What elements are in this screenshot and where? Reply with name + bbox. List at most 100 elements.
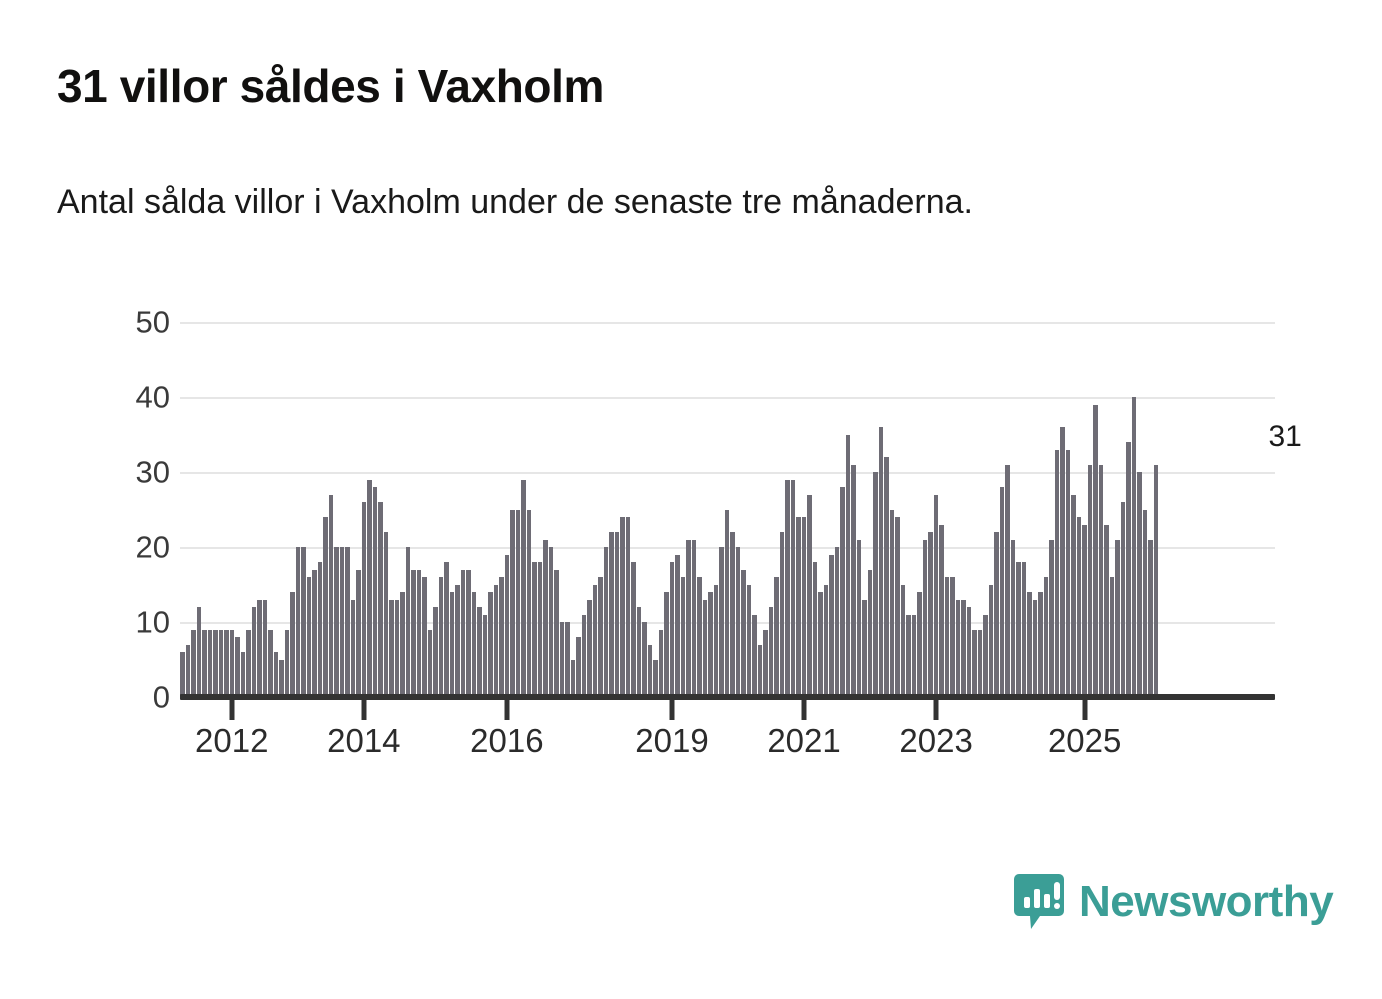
bar [295, 547, 301, 697]
bar [933, 494, 939, 697]
bar [972, 629, 977, 697]
bar [279, 659, 284, 697]
y-axis-tick-labels: 0 10 20 30 40 50 [100, 307, 170, 713]
bar [1071, 494, 1076, 697]
bar [1104, 524, 1109, 697]
bar [235, 637, 240, 697]
bar [988, 584, 994, 697]
bar [961, 599, 966, 697]
bar [906, 614, 911, 697]
bar [350, 599, 356, 697]
bar [229, 629, 235, 697]
bar [394, 599, 400, 697]
bar [1065, 449, 1071, 697]
bar [1087, 464, 1093, 697]
bar [515, 509, 521, 697]
bar [438, 577, 444, 697]
bar [581, 614, 587, 697]
bar [389, 599, 394, 697]
x-tick-label: 2014 [327, 722, 401, 759]
newsworthy-logo[interactable]: Newsworthy [1013, 872, 1334, 932]
bar [565, 622, 570, 697]
bar [592, 584, 598, 697]
y-tick-label: 0 [152, 679, 170, 715]
bar [801, 517, 807, 697]
chart-subtitle: Antal sålda villor i Vaxholm under de se… [57, 183, 973, 221]
bar [669, 562, 675, 697]
bar [757, 644, 763, 697]
bar [603, 547, 609, 697]
bar [510, 509, 515, 697]
bar [548, 547, 554, 697]
bar [433, 607, 438, 697]
bar [1142, 509, 1148, 697]
bar [213, 629, 218, 697]
bar [889, 509, 895, 697]
bar [301, 547, 306, 697]
bar [367, 479, 372, 697]
bar [796, 517, 801, 697]
bar [224, 629, 229, 697]
x-tick-mark [1082, 700, 1088, 720]
bar [543, 539, 548, 697]
bar [378, 502, 383, 697]
bar [598, 577, 603, 697]
bar [1054, 449, 1060, 697]
bar [900, 584, 906, 697]
bar [653, 659, 658, 697]
gridline [180, 472, 1275, 474]
bar [576, 637, 581, 697]
bar [680, 577, 686, 697]
bar [1148, 539, 1153, 697]
bar [218, 629, 224, 697]
bar [587, 599, 592, 697]
bar [400, 592, 405, 697]
bar [537, 562, 543, 697]
bar [196, 607, 201, 697]
bar [284, 629, 290, 697]
bar [884, 457, 889, 697]
bar [191, 629, 196, 697]
bar [829, 554, 834, 697]
bar [1027, 592, 1032, 697]
x-tick-label: 2019 [635, 722, 709, 759]
bar [917, 592, 922, 697]
x-tick-mark [229, 700, 235, 720]
bar [416, 569, 422, 697]
bar [345, 547, 350, 697]
bar [504, 554, 510, 697]
bar [944, 577, 950, 697]
bar [735, 547, 741, 697]
bar [471, 592, 477, 697]
bar-series [180, 322, 1275, 697]
bar [708, 592, 713, 697]
x-tick-label: 2023 [899, 722, 973, 759]
bar [257, 599, 262, 697]
bar [273, 652, 279, 697]
bar [675, 554, 680, 697]
y-tick-label: 20 [135, 529, 170, 565]
bar [460, 569, 466, 697]
bar [686, 539, 691, 697]
bar [702, 599, 708, 697]
bar [1038, 592, 1043, 697]
bar [955, 599, 961, 697]
bar [966, 607, 972, 697]
bar [1082, 524, 1087, 697]
bar [356, 569, 361, 697]
bar [1076, 517, 1082, 697]
bar [449, 592, 455, 697]
bar [405, 547, 411, 697]
bar [834, 547, 840, 697]
x-tick-label: 2016 [470, 722, 544, 759]
bar [840, 487, 845, 697]
bar [807, 494, 812, 697]
bar [1021, 562, 1027, 697]
bar [763, 629, 768, 697]
bar [620, 517, 625, 697]
bar [856, 539, 862, 697]
bar [532, 562, 537, 697]
bar [482, 614, 488, 697]
